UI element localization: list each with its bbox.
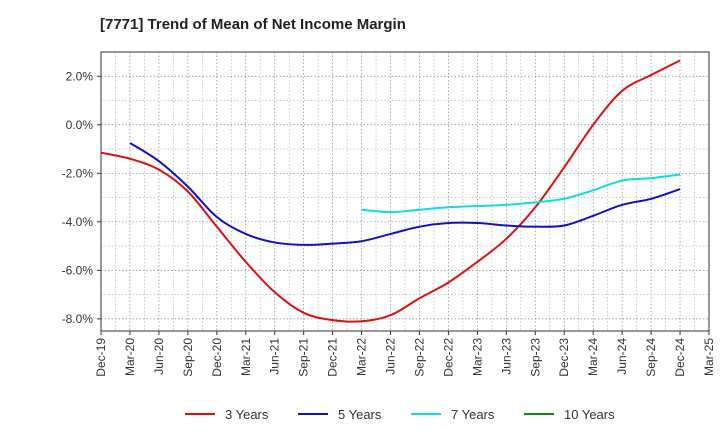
x-tick-label: Dec-22 — [441, 338, 455, 377]
y-tick-label: 2.0% — [66, 69, 94, 83]
x-tick-label: Dec-23 — [557, 338, 571, 377]
x-tick-label: Sep-22 — [412, 338, 426, 377]
legend-label-10-years: 10 Years — [564, 407, 615, 422]
x-tick-label: Dec-19 — [94, 338, 108, 377]
chart-title: [7771] Trend of Mean of Net Income Margi… — [100, 16, 406, 33]
legend-label-3-years: 3 Years — [225, 407, 269, 422]
y-tick-label: -8.0% — [62, 312, 94, 326]
plot-frame — [100, 51, 710, 332]
x-tick-label: Sep-21 — [297, 338, 311, 377]
x-tick-label: Mar-23 — [470, 338, 484, 376]
series-line-3-years — [100, 59, 681, 323]
x-tick-label: Mar-21 — [239, 338, 253, 376]
x-tick-label: Sep-24 — [644, 338, 658, 377]
x-tick-label: Mar-20 — [123, 338, 137, 376]
x-tick-label: Jun-22 — [384, 338, 398, 375]
x-tick-label: Dec-24 — [673, 338, 687, 377]
x-tick-label: Sep-20 — [181, 338, 195, 377]
y-tick-label: -2.0% — [62, 166, 94, 180]
x-tick-label: Mar-25 — [702, 338, 716, 376]
x-tick-label: Jun-21 — [268, 338, 282, 375]
y-tick-label: 0.0% — [66, 118, 94, 132]
x-tick-label: Sep-23 — [528, 338, 542, 377]
legend-label-5-years: 5 Years — [338, 407, 382, 422]
x-tick-label: Jun-23 — [499, 338, 513, 375]
x-tick-label: Jun-24 — [615, 338, 629, 375]
x-tick-label: Dec-20 — [210, 338, 224, 377]
y-tick-label: -4.0% — [62, 215, 94, 229]
legend-label-7-years: 7 Years — [451, 407, 495, 422]
y-tick-label: -6.0% — [62, 263, 94, 277]
x-tick-label: Jun-20 — [152, 338, 166, 375]
x-tick-label: Mar-22 — [355, 338, 369, 376]
series-line-5-years — [129, 142, 681, 246]
x-tick-label: Mar-24 — [586, 338, 600, 376]
series-line-7-years — [361, 173, 681, 214]
x-tick-label: Dec-21 — [326, 338, 340, 377]
